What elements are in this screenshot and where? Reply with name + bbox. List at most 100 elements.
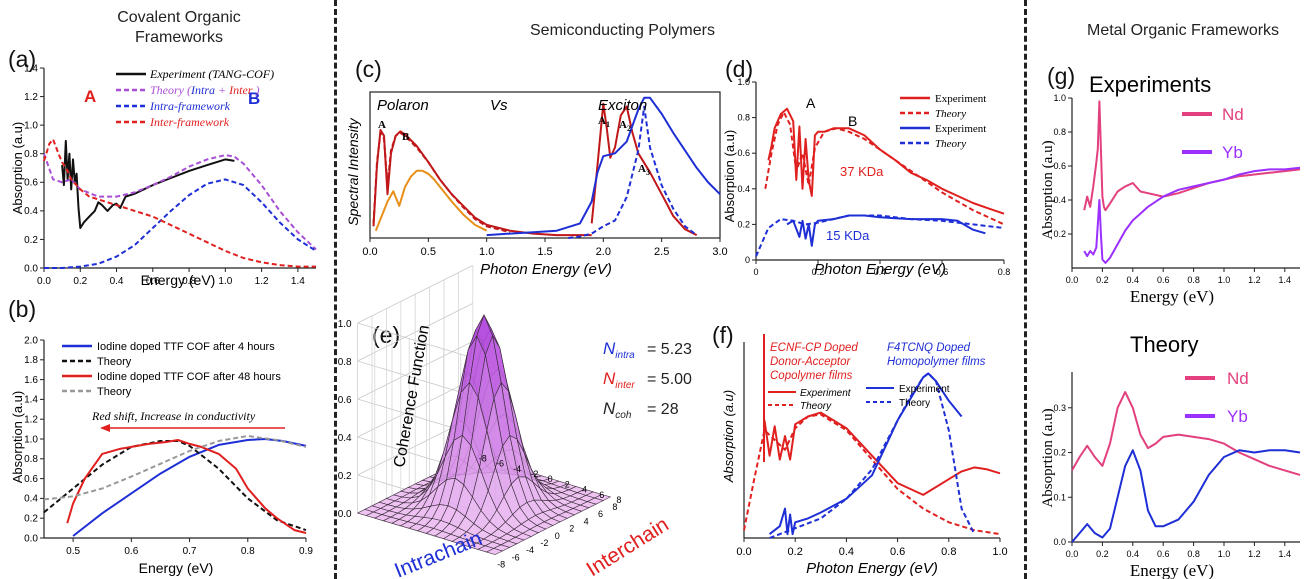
legend-d-item-2: Theory	[935, 108, 966, 120]
x-tick-label-h: 1.4	[1279, 549, 1292, 559]
series-f-0	[763, 411, 1001, 496]
y-tick-label-a: 1.4	[24, 63, 38, 74]
y-tick-label-g: 0.2	[1053, 229, 1066, 239]
peak-label-d-A: A	[806, 95, 816, 111]
series-d-1	[764, 111, 1005, 226]
x-tick-label-b: 0.8	[241, 546, 255, 557]
x-tick-label-g: 0.0	[1066, 275, 1079, 285]
x-tick-label-g: 1.2	[1248, 275, 1261, 285]
x-tick-label-f: 1.0	[992, 546, 1007, 558]
y-tick-label-b: 1.4	[24, 395, 38, 406]
section-title-cof-line1: Covalent Organic	[117, 9, 241, 26]
z-tick-label-e: 0.0	[338, 509, 352, 520]
x-tick-label-a: 0.2	[73, 276, 87, 287]
x-tick-label-f: 0.4	[839, 546, 854, 558]
chart-g: 0.0 0.2 0.4 0.6 0.8 1.0 1.2 1.4 0.2 0.4 0.6 0.8 1.0	[1053, 93, 1301, 285]
legend-d-item-4: Theory	[935, 138, 966, 150]
ylabel-h: Absoprtion (a.u)	[1040, 408, 1056, 507]
x-tick-label-c: 2.5	[654, 246, 669, 258]
e-tick-label-inter: 8	[616, 495, 621, 505]
y-tick-label-g: 0.8	[1053, 127, 1066, 137]
title-g: Experiments	[1089, 72, 1211, 97]
y-tick-label-b: 0.0	[24, 533, 38, 544]
legend-d-item-1: Experiment	[935, 93, 986, 105]
y-tick-label-h: 0.2	[1053, 448, 1066, 458]
y-tick-label-b: 0.8	[24, 454, 38, 465]
series-f-1	[743, 413, 1001, 536]
group-f-2-line1: F4TCNQ Doped	[887, 342, 971, 354]
x-tick-label-c: 1.0	[479, 246, 494, 258]
legend-d: Experiment Theory Experiment Theory	[900, 93, 986, 150]
param-n-inter-value: = 5.00	[647, 371, 692, 388]
chart-b: 0.5 0.6 0.7 0.8 0.9 0.0 0.2 0.4 0.6 0.8 1.0 1.2 1.4 1…	[24, 335, 313, 557]
legend-b-item-2: Theory	[97, 356, 132, 368]
series-c-4	[486, 96, 721, 237]
e-tick-label-intra: 2	[569, 524, 574, 534]
param-n-intra: Nintra	[603, 339, 635, 361]
z-tick-label-e: 0.6	[338, 395, 352, 406]
x-tick-label-f: 0.2	[788, 546, 803, 558]
y-tick-label-d: 1.0	[737, 77, 750, 87]
xlabel-a: Energy (eV)	[141, 272, 216, 288]
label-exciton: Exciton	[598, 97, 647, 114]
group-f-1-line1: ECNF-CP Doped	[770, 342, 858, 354]
param-n-inter: Ninter	[603, 369, 635, 391]
e-tick-label-inter: 6	[599, 490, 604, 500]
x-tick-label-d: 0.4	[874, 267, 887, 277]
params-e: Nintra = 5.23 Ninter = 5.00 Ncoh = 28	[603, 339, 692, 421]
z-tick-label-e: 0.4	[338, 433, 352, 444]
legend-a-intra: Intra-framework	[149, 99, 231, 113]
legend-f-item-2: Theory	[800, 401, 832, 412]
series-g-1	[1083, 166, 1301, 264]
y-tick-label-b: 1.6	[24, 375, 38, 386]
series-d-0	[767, 107, 1005, 215]
series-h-0	[1071, 391, 1301, 476]
y-tick-label-d: 0.4	[737, 184, 750, 194]
series-c-1	[372, 131, 511, 234]
series-c-5	[568, 105, 698, 239]
x-tick-label-a: 0.4	[110, 276, 124, 287]
y-tick-label-b: 1.8	[24, 355, 38, 366]
e-tick-label-intra: 0	[555, 531, 560, 541]
y-tick-label-a: 0.2	[24, 235, 38, 246]
x-tick-label-c: 2.0	[596, 246, 611, 258]
series-h-1	[1071, 449, 1301, 543]
arrow-b-head	[100, 424, 110, 432]
xlabel-b: Energy (eV)	[139, 560, 214, 576]
series-label-37kda: 37 KDa	[840, 164, 884, 179]
legend-g-nd: Nd	[1222, 105, 1244, 124]
y-tick-label-g: 0.6	[1053, 161, 1066, 171]
y-tick-label-h: 0.3	[1053, 403, 1066, 413]
y-tick-label-b: 2.0	[24, 335, 38, 346]
xlabel-d: Photon Energy (eV)	[814, 261, 946, 278]
divider-right	[1024, 0, 1027, 579]
series-b-1	[43, 440, 307, 532]
peak-label-c-A: A	[378, 119, 386, 131]
y-tick-label-b: 1.0	[24, 434, 38, 445]
x-tick-label-d: 0.2	[812, 267, 825, 277]
ylabel-e: Interchain	[582, 513, 672, 579]
series-c-2	[374, 169, 488, 232]
y-tick-label-d: 0.8	[737, 113, 750, 123]
series-c-0	[372, 129, 592, 237]
legend-a: Experiment (TANG-COF) Theory (Intra + In…	[116, 67, 274, 129]
section-title-mof: Metal Organic Frameworks	[1087, 22, 1280, 39]
x-tick-label-a: 0.6	[146, 276, 160, 287]
label-vs: Vs	[490, 97, 508, 114]
y-tick-label-h: 0.0	[1053, 537, 1066, 547]
series-d-3	[755, 214, 1005, 257]
legend-a-theory: Theory (Intra + Inter )	[150, 83, 259, 97]
e-tick-label-intra: 4	[584, 516, 589, 526]
chart-a: 0.0 0.2 0.4 0.6 0.8 1.0 1.2 1.4 0.0 0.2 0.4 0.6 0.8 1…	[24, 63, 317, 287]
x-tick-label-h: 0.4	[1127, 549, 1140, 559]
peak-label-a-B: B	[248, 89, 260, 108]
group-f-2-line2: Homopolymer films	[887, 356, 986, 368]
y-tick-label-g: 0.4	[1053, 195, 1066, 205]
panel-label-a: (a)	[8, 46, 37, 72]
x-tick-label-g: 1.4	[1279, 275, 1292, 285]
e-tick-label-intra: -6	[512, 552, 520, 562]
legend-b-item-1: Iodine doped TTF COF after 4 hours	[97, 341, 275, 353]
peak-label-c-A3: A3	[638, 163, 650, 177]
legend-g: Nd Yb	[1182, 105, 1244, 162]
